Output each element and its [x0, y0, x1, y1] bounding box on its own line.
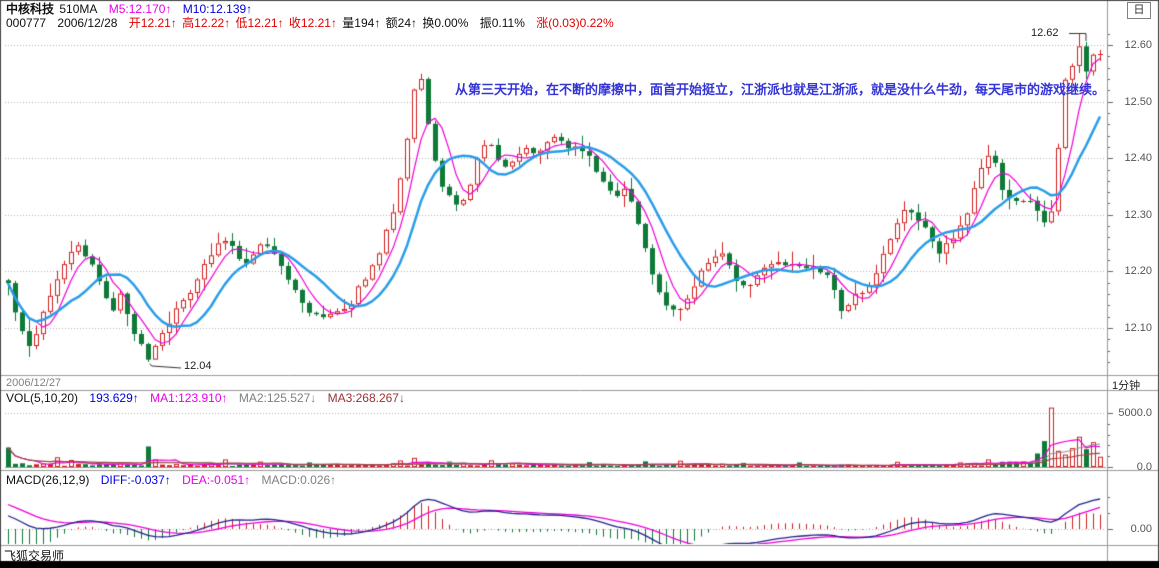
- macd-value: MACD:0.026↑: [261, 473, 337, 487]
- vol-ma1-value: MA1:123.910↑: [150, 391, 228, 405]
- low-value: 低12.21↑: [235, 16, 284, 30]
- macd-indicator-name: MACD(26,12,9): [6, 473, 90, 487]
- open-value: 开12.21↑: [128, 16, 177, 30]
- day-high-label: 12.62: [1031, 27, 1059, 39]
- chart-annotation: 从第三天开始，在不断的摩擦中，面首开始挺立，江浙派也就是江浙派，就是没什么牛劲，…: [455, 82, 1106, 97]
- volume-axis-label: 0.0: [1136, 461, 1152, 473]
- price-axis-label: 12.60: [1124, 39, 1152, 51]
- period-label[interactable]: 1分钟: [1112, 380, 1141, 392]
- price-axis-label: 12.20: [1124, 265, 1152, 277]
- vol-value: 193.629↑: [89, 391, 139, 405]
- vol-ma2-value: MA2:125.527↓: [238, 391, 317, 405]
- quote-date: 2006/12/28: [57, 16, 118, 30]
- turnover-value: 换0.00%: [422, 16, 469, 30]
- price-axis-label: 12.30: [1124, 209, 1152, 221]
- vol-indicator-name: VOL(5,10,20): [6, 391, 79, 405]
- volume-header: VOL(5,10,20) 193.629↑ MA1:123.910↑ MA2:1…: [6, 391, 407, 405]
- macd-header: MACD(26,12,9) DIFF:-0.037↑ DEA:-0.051↑ M…: [6, 473, 338, 487]
- price-axis-label: 12.40: [1124, 152, 1152, 164]
- volume-axis-label: 5000.0: [1118, 407, 1152, 419]
- day-low-label: 12.04: [184, 360, 212, 372]
- status-bar: 飞狐交易师: [4, 547, 64, 564]
- volume-value: 量194↑: [342, 16, 381, 30]
- amplitude-value: 振0.11%: [479, 16, 525, 30]
- app-name: 飞狐交易师: [4, 549, 65, 563]
- date-axis-label: 2006/12/27: [6, 377, 62, 389]
- macd-dea-value: DEA:-0.051↑: [182, 473, 251, 487]
- header-line-1: 中核科技 510MA M5:12.170↑ M10:12.139↑: [6, 2, 254, 16]
- stock-title: 中核科技: [6, 2, 55, 16]
- ma5-value: M5:12.170↑: [108, 2, 172, 16]
- indicator-name: 510MA: [59, 2, 98, 16]
- period-day-button[interactable]: 日: [1127, 2, 1151, 19]
- vol-ma3-value: MA3:268.267↓: [327, 391, 405, 405]
- macd-axis-label: 0.00: [1130, 523, 1152, 535]
- close-value: 收12.21↑: [288, 16, 337, 30]
- macd-diff-value: DIFF:-0.037↑: [100, 473, 171, 487]
- ma10-value: M10:12.139↑: [182, 2, 253, 16]
- amount-value: 额24↑: [385, 16, 418, 30]
- high-value: 高12.22↑: [182, 16, 231, 30]
- header-line-2: 000777 2006/12/28 开12.21↑ 高12.22↑ 低12.21…: [6, 16, 616, 30]
- change-value: 涨(0.03)0.22%: [536, 16, 614, 30]
- stock-code: 000777: [6, 16, 47, 30]
- price-axis-label: 12.10: [1124, 322, 1152, 334]
- price-axis-label: 12.50: [1124, 96, 1152, 108]
